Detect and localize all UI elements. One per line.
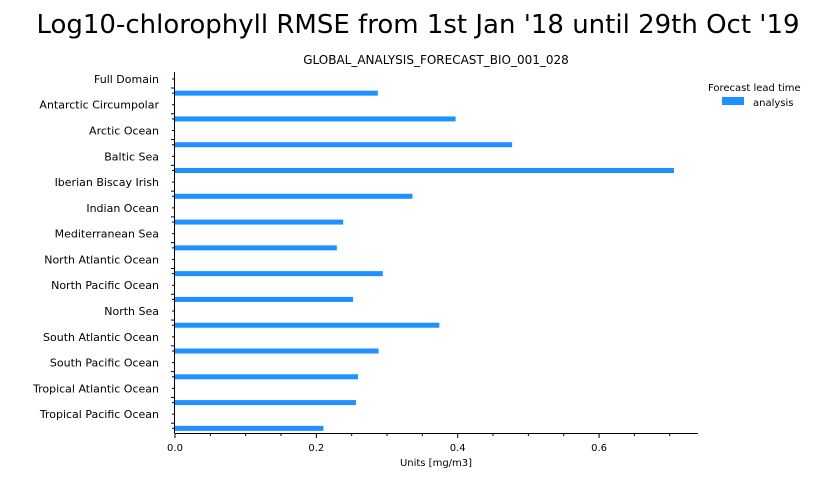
bar-north-pacific-ocean (175, 296, 354, 302)
legend-swatch-analysis (722, 97, 744, 105)
legend-label-analysis: analysis (753, 98, 794, 109)
legend-title: Forecast lead time (708, 83, 801, 94)
y-tick-label-arctic-ocean: Arctic Ocean (89, 125, 159, 138)
y-tick-label-north-sea: North Sea (104, 305, 159, 318)
y-tick-label-south-pacific-ocean: South Pacific Ocean (50, 357, 159, 370)
bar-south-pacific-ocean (175, 374, 359, 380)
x-tick-label: 0.0 (167, 443, 183, 454)
chart-subtitle: GLOBAL_ANALYSIS_FORECAST_BIO_001_028 (303, 53, 569, 67)
bar-indian-ocean (175, 219, 344, 225)
y-tick-label-mediterranean-sea: Mediterranean Sea (55, 228, 159, 241)
bar-iberian-biscay-irish (175, 193, 413, 199)
y-axis: Full Domain Antarctic Circumpolar Arctic O… (32, 72, 175, 433)
x-tick-label: 0.2 (308, 443, 324, 454)
bar-antarctic-circumpolar (175, 116, 456, 122)
bar-tropical-atlantic-ocean (175, 400, 356, 406)
y-tick-label-tropical-atlantic-ocean: Tropical Atlantic Ocean (32, 382, 159, 395)
y-tick-label-tropical-pacific-ocean: Tropical Pacific Ocean (39, 408, 159, 421)
bar-tropical-pacific-ocean (175, 425, 324, 431)
y-tick-label-full-domain: Full Domain (94, 73, 159, 86)
bar-mediterranean-sea (175, 245, 337, 251)
x-axis-label: Units [mg/m3] (400, 458, 472, 469)
y-tick-label-north-atlantic-ocean: North Atlantic Ocean (44, 253, 159, 266)
bar-south-atlantic-ocean (175, 348, 379, 354)
bar-full-domain (175, 90, 378, 96)
x-axis: 0.0 0.2 0.4 0.6 (167, 433, 698, 454)
legend: Forecast lead time analysis (708, 83, 801, 109)
y-tick-label-antarctic-circumpolar: Antarctic Circumpolar (39, 99, 159, 112)
x-tick-label: 0.4 (450, 443, 466, 454)
y-tick-label-iberian-biscay-irish: Iberian Biscay Irish (55, 176, 159, 189)
y-tick-label-baltic-sea: Baltic Sea (104, 150, 159, 163)
y-tick-label-south-atlantic-ocean: South Atlantic Ocean (43, 331, 159, 344)
bar-north-atlantic-ocean (175, 271, 383, 277)
bar-group (175, 90, 674, 431)
bar-north-sea (175, 322, 440, 328)
bar-arctic-ocean (175, 142, 513, 148)
y-tick-label-north-pacific-ocean: North Pacific Ocean (51, 279, 159, 292)
chart-title: Log10-chlorophyll RMSE from 1st Jan '18 … (36, 10, 799, 40)
x-tick-label: 0.6 (591, 443, 607, 454)
y-tick-label-indian-ocean: Indian Ocean (86, 202, 159, 215)
bar-baltic-sea (175, 168, 674, 174)
